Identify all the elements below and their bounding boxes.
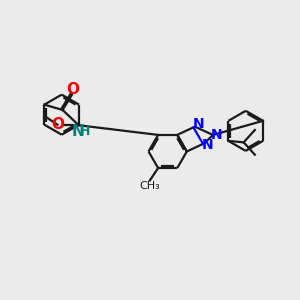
Text: N: N	[71, 124, 84, 139]
Text: CH₃: CH₃	[140, 181, 160, 191]
Text: N: N	[211, 128, 223, 142]
Text: O: O	[66, 82, 79, 97]
Text: N: N	[202, 138, 214, 152]
Text: N: N	[193, 117, 204, 131]
Text: O: O	[51, 117, 64, 132]
Text: H: H	[80, 125, 90, 138]
